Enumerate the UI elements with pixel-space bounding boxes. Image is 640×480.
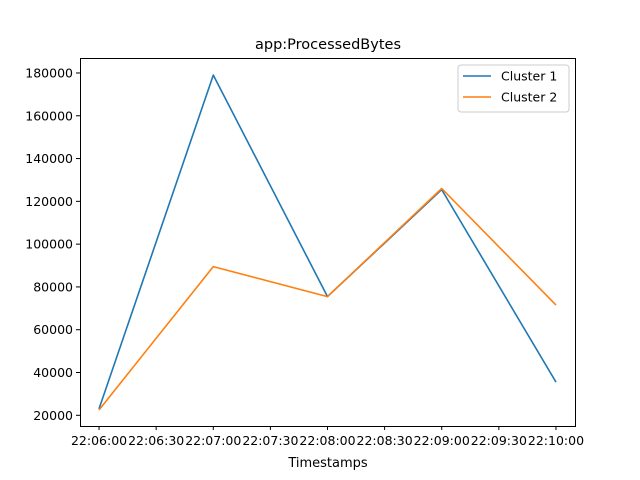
x-tick-label: 22:09:00 bbox=[414, 433, 470, 448]
series-line-2 bbox=[98, 187, 557, 411]
x-tick-label: 22:09:30 bbox=[471, 433, 527, 448]
x-tick-label: 22:10:00 bbox=[528, 433, 584, 448]
legend-label-1: Cluster 1 bbox=[501, 69, 557, 84]
x-tick-label: 22:07:30 bbox=[242, 433, 298, 448]
x-axis-label: Timestamps bbox=[287, 456, 368, 471]
y-tick-label: 100000 bbox=[25, 237, 73, 252]
plot-area-frame bbox=[80, 58, 576, 427]
series-line-1 bbox=[98, 74, 557, 410]
chart-title: app:ProcessedBytes bbox=[255, 37, 401, 53]
y-tick-label: 120000 bbox=[25, 194, 73, 209]
x-tick-label: 22:08:00 bbox=[299, 433, 355, 448]
y-tick-label: 20000 bbox=[33, 408, 73, 423]
x-tick-label: 22:07:00 bbox=[185, 433, 241, 448]
y-tick-label: 40000 bbox=[33, 365, 73, 380]
y-tick-label: 180000 bbox=[25, 65, 73, 80]
y-axis: 20000 40000 60000 80000 100000 120000 140000 16… bbox=[25, 65, 80, 423]
x-tick-label: 22:06:30 bbox=[128, 433, 184, 448]
x-axis: 22:06:00 22:06:30 22:07:00 22:07:30 22:08:00… bbox=[71, 426, 584, 448]
x-tick-label: 22:06:00 bbox=[71, 433, 127, 448]
plot-lines bbox=[98, 74, 557, 411]
y-tick-label: 80000 bbox=[33, 279, 73, 294]
y-tick-label: 160000 bbox=[25, 108, 73, 123]
x-tick-label: 22:08:30 bbox=[357, 433, 413, 448]
legend: Cluster 1 Cluster 2 bbox=[457, 64, 570, 113]
y-tick-label: 60000 bbox=[33, 322, 73, 337]
legend-label-2: Cluster 2 bbox=[501, 90, 557, 105]
y-tick-label: 140000 bbox=[25, 151, 73, 166]
